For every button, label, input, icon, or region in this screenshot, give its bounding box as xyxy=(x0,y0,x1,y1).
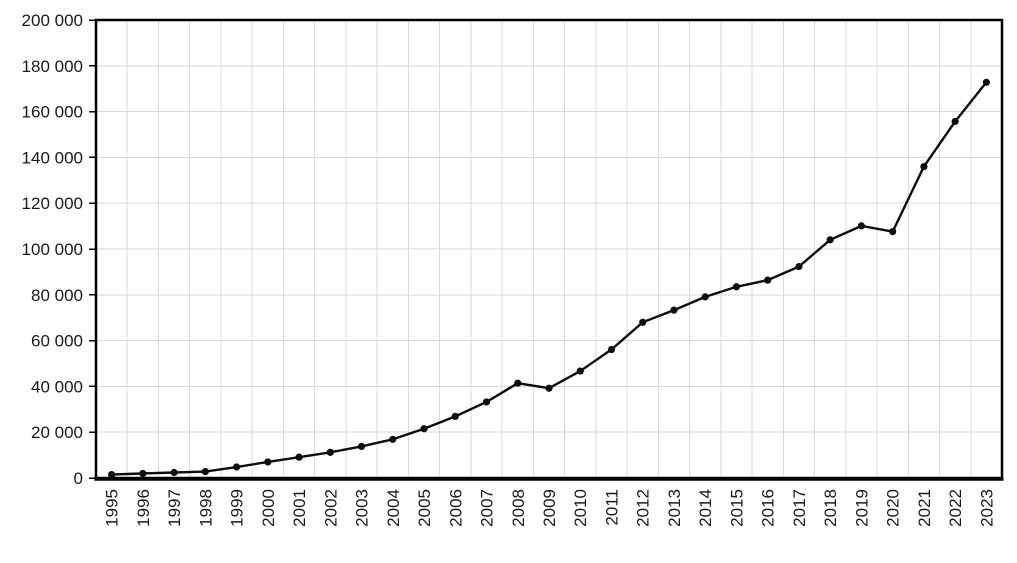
data-point-marker xyxy=(232,463,241,471)
y-axis-tick-label: 200 000 xyxy=(22,11,83,30)
x-axis-tick-label: 2001 xyxy=(290,489,309,527)
x-axis-tick-label: 2004 xyxy=(384,489,403,527)
x-axis-tick-label: 2022 xyxy=(946,489,965,527)
x-axis-tick-label: 2019 xyxy=(852,489,871,527)
data-point-marker xyxy=(108,470,116,479)
axis-ticks xyxy=(89,19,96,479)
x-axis-tick-label: 2009 xyxy=(540,489,559,527)
x-axis-tick-label: 2007 xyxy=(478,489,497,527)
x-axis-tick-label: 1995 xyxy=(103,489,122,527)
x-axis-tick-label: 1998 xyxy=(196,489,215,527)
x-axis-tick-label: 2013 xyxy=(665,489,684,527)
data-point-marker xyxy=(482,398,491,406)
data-point-marker xyxy=(139,469,147,478)
x-axis-tick-label: 1999 xyxy=(228,489,247,527)
data-point-marker xyxy=(295,453,303,461)
data-point-marker xyxy=(982,78,990,86)
x-axis-tick-label: 2016 xyxy=(759,489,778,527)
x-axis-tick-label: 2008 xyxy=(509,489,528,527)
data-point-marker xyxy=(264,458,272,466)
x-axis-tick-label: 1997 xyxy=(165,489,184,527)
x-axis-tick-label: 2006 xyxy=(446,489,465,527)
x-axis-labels: 1995 1996 1997 1998 1999 2000 2001 2002 2003 2004… xyxy=(103,489,997,527)
data-point-marker xyxy=(920,162,928,171)
data-point-marker xyxy=(951,117,959,126)
x-axis-tick-label: 2012 xyxy=(634,489,653,527)
y-axis-labels: 0 20 000 40 000 60 000 80 000 100 000 120 000 1… xyxy=(22,11,83,488)
y-axis-tick-label: 160 000 xyxy=(22,103,83,122)
data-point-marker xyxy=(701,293,709,301)
x-axis-tick-label: 2003 xyxy=(353,489,372,527)
y-axis-tick-label: 60 000 xyxy=(31,332,83,351)
series-line xyxy=(110,81,988,476)
x-axis-tick-label: 2002 xyxy=(321,489,340,527)
y-axis-tick-label: 100 000 xyxy=(22,240,83,259)
x-axis-tick-label: 2018 xyxy=(821,489,840,527)
data-point-marker xyxy=(326,448,334,456)
x-axis-tick-label: 2011 xyxy=(602,489,621,526)
y-axis-tick-label: 80 000 xyxy=(31,286,83,305)
data-point-marker xyxy=(857,222,866,230)
data-series xyxy=(108,78,990,479)
x-axis-tick-label: 2023 xyxy=(977,489,996,527)
data-point-marker xyxy=(170,468,178,477)
gridlines xyxy=(96,20,1002,478)
data-point-marker xyxy=(795,263,803,271)
data-point-marker xyxy=(732,283,741,291)
data-point-marker xyxy=(357,442,366,450)
data-point-marker xyxy=(389,435,397,443)
y-axis-tick-label: 180 000 xyxy=(22,57,83,76)
x-axis-tick-label: 2021 xyxy=(915,489,934,527)
data-point-marker xyxy=(764,276,772,284)
data-point-marker xyxy=(576,367,584,375)
x-axis-tick-label: 2017 xyxy=(790,489,809,527)
data-point-marker xyxy=(889,227,897,236)
data-point-marker xyxy=(826,236,834,244)
y-axis-tick-label: 20 000 xyxy=(31,423,83,442)
y-axis-tick-label: 0 xyxy=(74,469,83,488)
x-axis-tick-label: 2014 xyxy=(696,489,715,527)
data-point-marker xyxy=(639,318,647,326)
y-axis-tick-label: 40 000 xyxy=(31,377,83,396)
data-point-marker xyxy=(201,467,209,476)
data-point-marker xyxy=(545,384,553,392)
x-axis-tick-label: 2005 xyxy=(415,489,434,527)
x-axis-tick-label: 2015 xyxy=(727,489,746,527)
x-axis-tick-label: 1996 xyxy=(134,489,153,527)
data-point-marker xyxy=(607,345,616,354)
x-axis-tick-label: 2020 xyxy=(884,489,903,527)
data-point-marker xyxy=(451,412,459,420)
x-axis-tick-label: 2010 xyxy=(571,489,590,527)
data-point-marker xyxy=(420,425,428,433)
x-axis-tick-label: 2000 xyxy=(259,489,278,527)
data-point-marker xyxy=(514,379,522,387)
data-point-marker xyxy=(670,306,678,314)
y-axis-tick-label: 120 000 xyxy=(22,194,83,213)
y-axis-tick-label: 140 000 xyxy=(22,148,83,167)
